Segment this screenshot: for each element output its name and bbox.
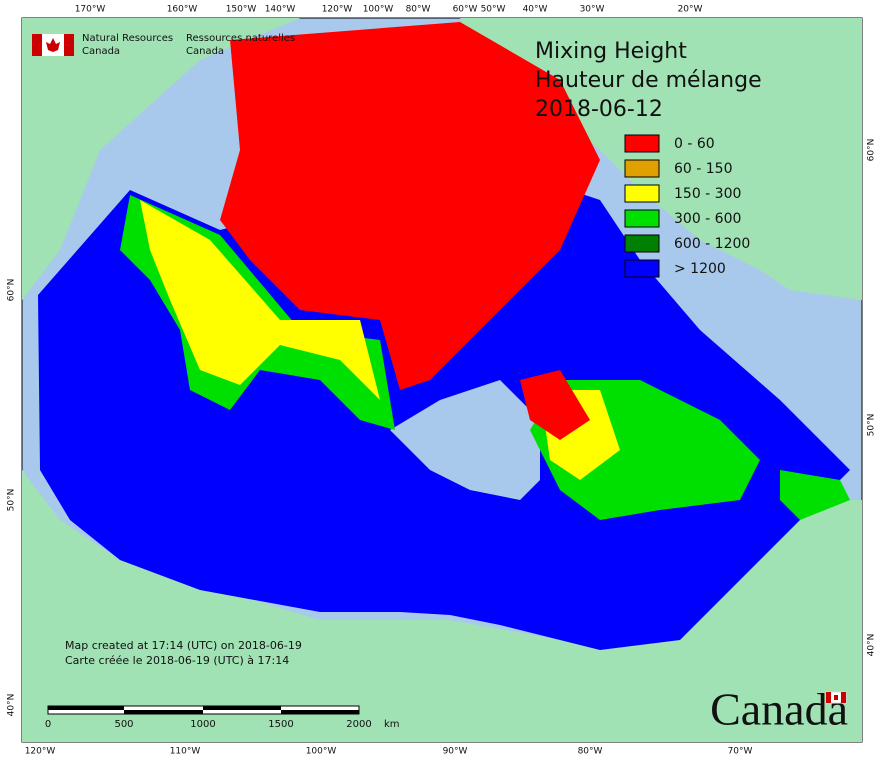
graticule-label: 20°W: [678, 5, 703, 15]
note: Carte créée le 2018-06-19 (UTC) à 17:14: [65, 654, 289, 667]
legend-label: 150 - 300: [674, 186, 741, 202]
graticule-label: 60°W: [453, 5, 478, 15]
legend-label: > 1200: [674, 261, 726, 277]
scale-unit: km: [384, 719, 400, 730]
org-en-line: Natural Resources: [82, 33, 173, 44]
graticule-label: 50°W: [481, 5, 506, 15]
org-fr-line: Canada: [186, 46, 224, 57]
graticule-label: 60°N: [7, 279, 17, 302]
graticule-label: 170°W: [75, 5, 106, 15]
scale-tick-label: 0: [45, 719, 51, 730]
scale-tick-label: 2000: [346, 719, 371, 730]
graticule-label: 80°W: [406, 5, 431, 15]
graticule-label: 80°W: [578, 747, 603, 757]
graticule-label: 120°W: [25, 747, 56, 757]
graticule-label: 40°W: [523, 5, 548, 15]
graticule-label: 40°N: [867, 634, 877, 657]
wordmark: Canada: [710, 684, 848, 735]
graticule-label: 100°W: [306, 747, 337, 757]
legend-swatch: [624, 134, 660, 153]
legend-swatch: [624, 159, 660, 178]
graticule-label: 40°N: [7, 694, 17, 717]
legend-label: 300 - 600: [674, 211, 741, 227]
graticule-label: 150°W: [226, 5, 257, 15]
org-en-line: Canada: [82, 46, 120, 57]
note: Map created at 17:14 (UTC) on 2018-06-19: [65, 639, 302, 652]
graticule-label: 50°N: [867, 414, 877, 437]
graticule-label: 120°W: [322, 5, 353, 15]
org-fr-line: Ressources naturelles: [186, 33, 295, 44]
graticule-label: 30°W: [580, 5, 605, 15]
logo: [32, 34, 74, 56]
graticule-label: 100°W: [363, 5, 394, 15]
graticule-label: 50°N: [7, 489, 17, 512]
land: [22, 18, 862, 742]
scale-tick-label: 500: [114, 719, 133, 730]
legend-label: 600 - 1200: [674, 236, 750, 252]
scale-bar: [47, 705, 360, 715]
legend-swatch: [624, 209, 660, 228]
legend-label: 0 - 60: [674, 136, 715, 152]
title-line: Hauteur de mélange: [535, 68, 762, 93]
graticule-label: 60°N: [867, 139, 877, 162]
legend-swatch: [624, 184, 660, 203]
legend-label: 60 - 150: [674, 161, 733, 177]
graticule-label: 70°W: [728, 747, 753, 757]
legend-swatch: [624, 234, 660, 253]
graticule-label: 160°W: [167, 5, 198, 15]
wordmark-flag: [825, 691, 847, 704]
title-line: 2018-06-12: [535, 97, 663, 122]
scale-tick-label: 1500: [268, 719, 293, 730]
legend-swatch: [624, 259, 660, 278]
graticule-label: 110°W: [170, 747, 201, 757]
graticule-label: 140°W: [265, 5, 296, 15]
scale-tick-label: 1000: [190, 719, 215, 730]
graticule-label: 90°W: [443, 747, 468, 757]
title-line: Mixing Height: [535, 39, 687, 64]
